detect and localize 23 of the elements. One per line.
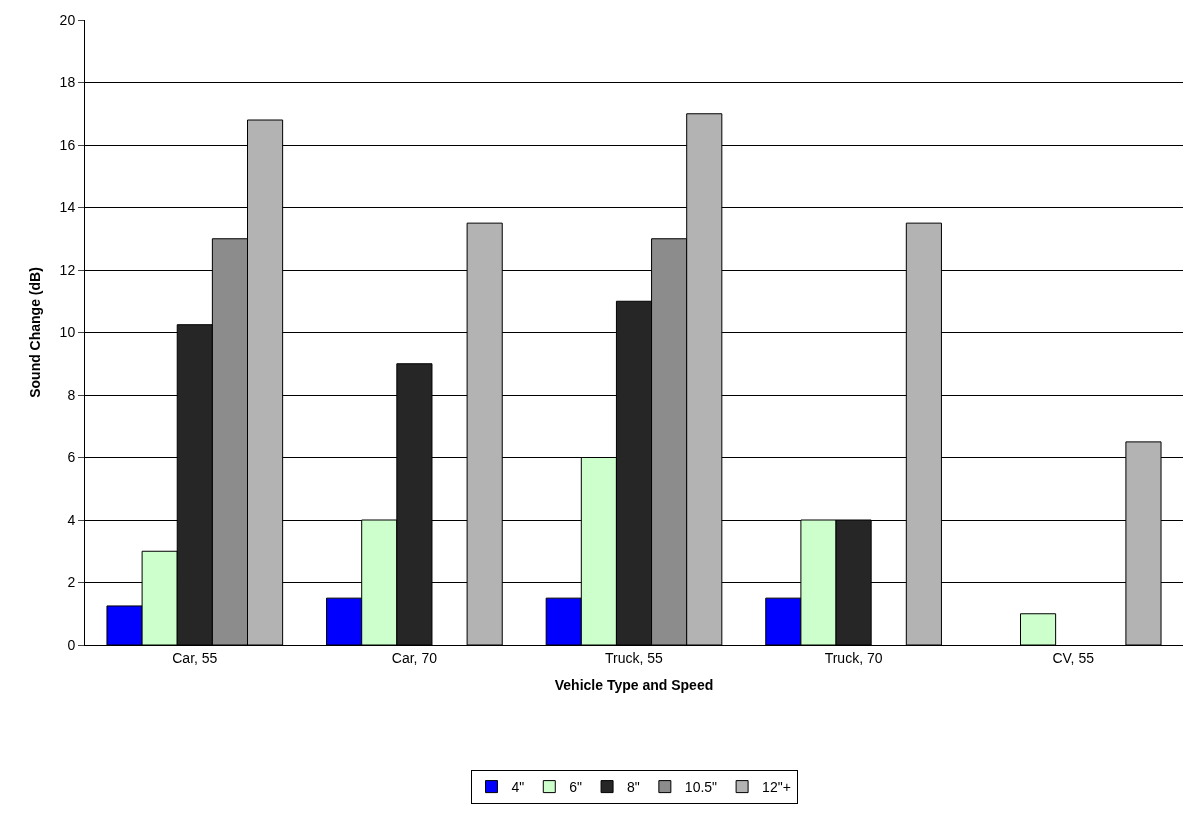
y-tick-label: 16 [59,136,76,153]
legend-label: 4" [511,779,525,796]
y-tick-label: 6 [67,449,76,466]
legend-label: 6" [569,779,583,796]
y-tick-label: 14 [59,199,76,216]
x-tick-label: Car, 55 [172,649,218,666]
y-tick-label: 4 [67,511,76,528]
x-tick-label: Car, 70 [391,649,438,666]
legend-label: 10.5" [684,779,718,796]
y-axis-title: Sound Change (dB) [27,267,44,398]
x-tick-label: CV, 55 [1052,649,1095,666]
y-tick-label: 2 [67,574,76,591]
x-axis-title: Vehicle Type and Speed [554,677,714,694]
y-tick-label: 10 [59,324,76,341]
x-tick-label: Truck, 70 [824,649,883,666]
y-tick-label: 20 [59,11,76,28]
y-tick-label: 18 [59,74,76,91]
y-tick-label: 12 [59,261,76,278]
x-tick-label: Truck, 55 [605,649,664,666]
legend-label: 8" [627,779,640,796]
y-tick-label: 0 [67,636,76,653]
legend-label: 12"+ [762,779,791,796]
y-tick-label: 8 [67,386,76,403]
